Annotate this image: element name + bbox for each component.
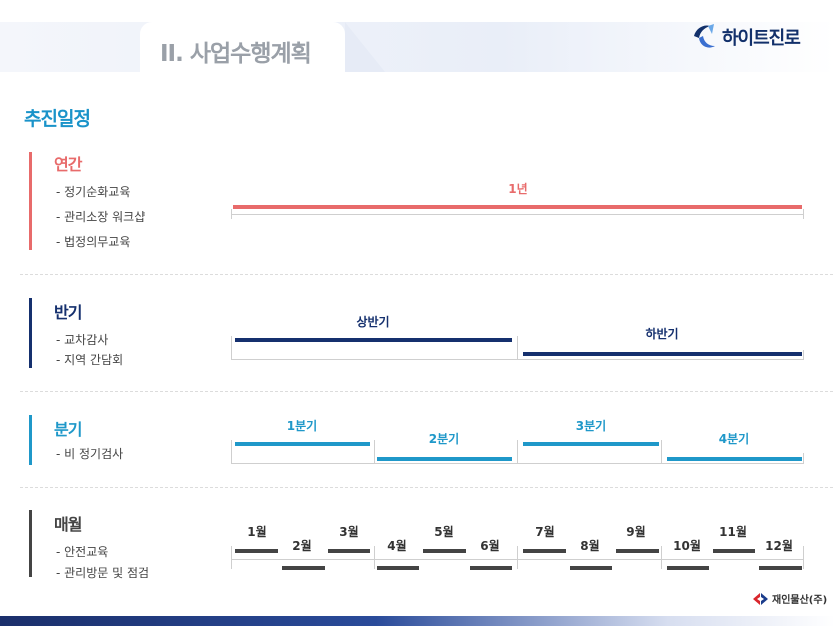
monthly-tick (517, 546, 518, 569)
month-bar (377, 566, 419, 570)
half-tick (231, 336, 232, 359)
half-bar-label: 하반기 (645, 327, 679, 341)
month-bar (616, 549, 659, 553)
divider (20, 391, 833, 392)
month-label: 12월 (765, 539, 793, 553)
half-bar (235, 338, 512, 342)
half-baseline (231, 359, 804, 360)
quarter-bar (235, 442, 370, 446)
annual-item: - 관리소장 워크샵 (56, 210, 146, 224)
month-label: 9월 (626, 525, 646, 539)
footer-bar (0, 616, 835, 626)
quarter-tick (803, 453, 804, 463)
footer-company: 재인물산(주) (772, 595, 828, 606)
footer-logo: 재인물산(주) (752, 591, 827, 606)
half-accent-bar (29, 298, 32, 368)
month-bar (282, 566, 325, 570)
quarter-bar (377, 457, 512, 461)
quarter-tick (374, 440, 375, 463)
annual-tick (803, 209, 804, 219)
half-bar-label: 상반기 (356, 315, 390, 329)
half-tick (803, 350, 804, 360)
annual-bar (233, 205, 802, 209)
monthly-accent-bar (29, 510, 32, 577)
annual-tick (231, 209, 232, 219)
month-bar (523, 549, 566, 553)
half-bar (523, 352, 802, 356)
page-title: II. 사업수행계획 (160, 41, 312, 67)
half-tick (517, 336, 518, 359)
section-title: 추진일정 (24, 108, 91, 130)
month-label: 10월 (673, 539, 701, 553)
quarter-bar-label: 3분기 (575, 419, 607, 433)
monthly-tick (803, 546, 804, 569)
quarter-baseline (231, 463, 804, 464)
month-label: 2월 (292, 539, 312, 553)
month-bar (570, 566, 612, 570)
brand-name: 하이트진로 (722, 28, 801, 49)
month-bar (713, 549, 755, 553)
brand-mark-icon (690, 22, 718, 52)
month-bar (667, 566, 709, 570)
annual-accent-bar (29, 152, 32, 250)
monthly-tick (661, 546, 662, 569)
footer-mark-icon (753, 592, 768, 605)
quarter-bar-label: 1분기 (286, 419, 318, 433)
month-bar (235, 549, 278, 553)
monthly-tick (374, 546, 375, 569)
quarter-tick (517, 440, 518, 463)
header-tab-edge (345, 22, 385, 72)
quarter-bar (523, 442, 659, 446)
brand-logo: 하이트진로 (690, 22, 801, 52)
quarter-bar (667, 457, 802, 461)
quarter-item: - 비 정기검사 (56, 447, 124, 461)
annual-bar-label: 1년 (508, 182, 528, 196)
header-band (0, 22, 835, 72)
monthly-title: 매월 (54, 515, 82, 534)
annual-item: - 정기순화교육 (56, 185, 131, 199)
month-label: 7월 (535, 525, 555, 539)
half-item: - 지역 간담회 (56, 353, 124, 367)
month-bar (328, 549, 370, 553)
month-label: 8월 (580, 539, 600, 553)
quarter-bar-label: 4분기 (718, 432, 750, 446)
monthly-tick (231, 546, 232, 569)
annual-item: - 법정의무교육 (56, 235, 131, 249)
half-title: 반기 (54, 303, 82, 322)
month-label: 11월 (719, 525, 747, 539)
monthly-item: - 안전교육 (56, 545, 109, 559)
quarter-tick (661, 440, 662, 463)
annual-baseline (231, 214, 804, 215)
quarter-tick (231, 440, 232, 463)
month-label: 3월 (339, 525, 359, 539)
quarter-accent-bar (29, 415, 32, 465)
monthly-item: - 관리방문 및 점검 (56, 566, 150, 580)
divider (20, 487, 833, 488)
divider (20, 274, 833, 275)
month-label: 1월 (247, 525, 267, 539)
half-item: - 교차감사 (56, 333, 109, 347)
month-label: 6월 (480, 539, 500, 553)
month-label: 5월 (434, 525, 454, 539)
month-bar (470, 566, 512, 570)
month-bar (759, 566, 802, 570)
month-bar (423, 549, 466, 553)
header-tab (140, 22, 345, 72)
annual-title: 연간 (54, 155, 82, 174)
quarter-bar-label: 2분기 (428, 432, 460, 446)
month-label: 4월 (387, 539, 407, 553)
quarter-title: 분기 (54, 420, 82, 439)
